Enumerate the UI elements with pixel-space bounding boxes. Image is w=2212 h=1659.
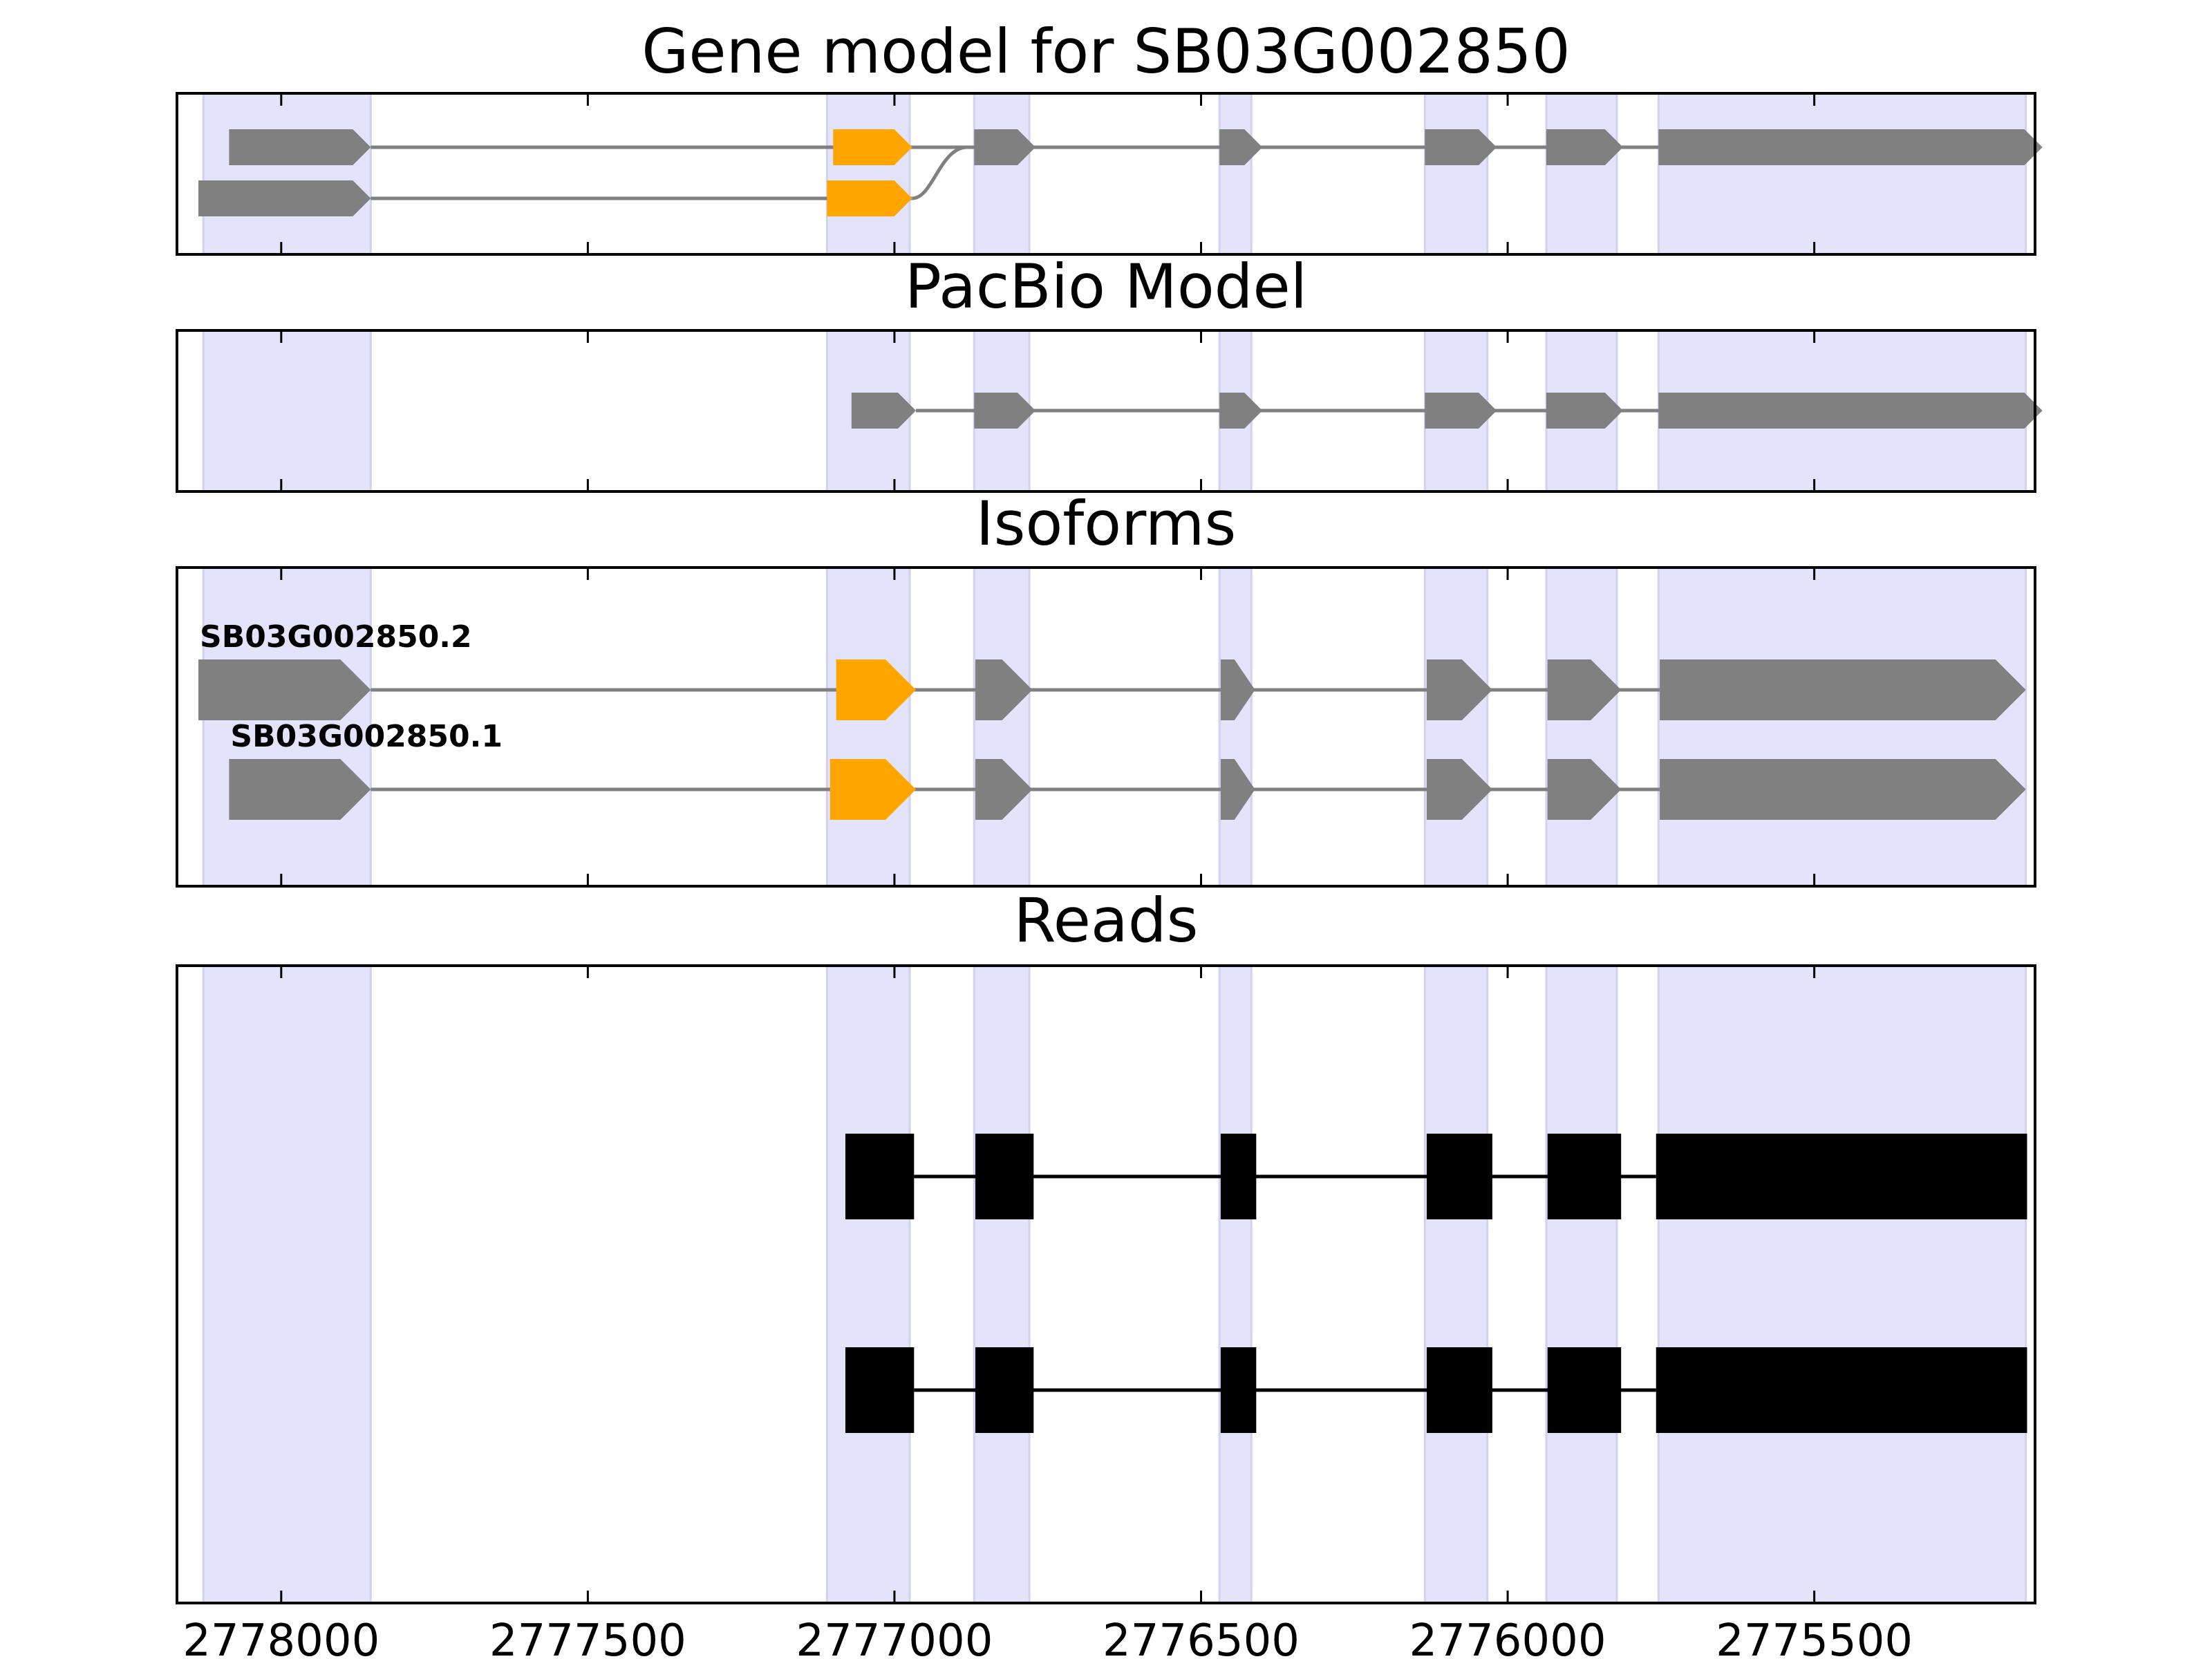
exon-highlight-band <box>1545 566 1618 888</box>
read-block <box>975 1347 1034 1433</box>
exon-arrow <box>1219 393 1263 429</box>
exon-arrow <box>1547 759 1622 820</box>
exon-highlight-band <box>973 92 1031 256</box>
exon-highlight-band <box>825 92 911 256</box>
exon-arrow <box>1425 129 1497 165</box>
read-block <box>1547 1134 1622 1219</box>
exon-highlight-band <box>1545 964 1618 1604</box>
x-tick-label: 2777500 <box>489 1615 686 1659</box>
x-axis-tick-labels: 2778000 2777500 2777000 2776500 2776000 27755… <box>182 1615 1913 1659</box>
isoform-label: SB03G002850.1 <box>230 719 503 754</box>
panel-isoforms: Isoforms SB03G002850.2 SB03G002850.1 <box>176 488 2036 888</box>
cds-start-exon <box>836 659 916 720</box>
exon-highlight-band <box>202 92 372 256</box>
pacbio-model-plot <box>176 329 2043 493</box>
isoforms-title: Isoforms <box>976 488 1237 559</box>
exon-arrow <box>1425 393 1497 429</box>
exon-arrow <box>198 180 371 216</box>
exon-arrow <box>975 659 1033 720</box>
x-tick-label: 2775500 <box>1716 1615 1913 1659</box>
exon-arrow <box>1220 659 1255 720</box>
exon-arrow <box>1546 129 1623 165</box>
exon-highlight-band <box>1218 566 1253 888</box>
panel-frame <box>176 329 2036 493</box>
panel-pacbio-model: PacBio Model <box>176 251 2043 493</box>
exon-arrow <box>974 393 1035 429</box>
read-block <box>1220 1347 1257 1433</box>
panel-frame <box>176 92 2036 256</box>
exon-arrow <box>1660 659 2026 720</box>
pacbio-model-title: PacBio Model <box>905 251 1307 322</box>
exon-arrow <box>1546 393 1623 429</box>
exon-arrow <box>1660 759 2026 820</box>
exon-highlight-band <box>1657 92 2027 256</box>
read-block <box>1656 1347 2027 1433</box>
exon-arrow <box>975 759 1033 820</box>
gene-model-title: Gene model for SB03G002850 <box>641 16 1571 87</box>
panel-reads: Reads <box>176 885 2036 1604</box>
exon-highlight-band <box>1657 566 2027 888</box>
isoform-label: SB03G002850.2 <box>200 619 472 655</box>
exon-arrow <box>1426 759 1492 820</box>
isoforms-plot: SB03G002850.2 SB03G002850.1 <box>176 566 2036 888</box>
exon-highlight-band <box>1218 964 1253 1604</box>
exon-highlight-band <box>1423 92 1489 256</box>
exon-arrow <box>1658 129 2043 165</box>
exon-arrow <box>851 393 916 429</box>
x-tick-label: 2776500 <box>1103 1615 1300 1659</box>
exon-highlight-band <box>1545 92 1618 256</box>
read-block <box>845 1134 915 1219</box>
exon-highlight-band <box>825 566 911 888</box>
exon-highlight-band <box>825 964 911 1604</box>
exon-highlight-band <box>973 566 1031 888</box>
exon-arrow <box>1219 129 1263 165</box>
exon-highlight-band <box>973 964 1031 1604</box>
exon-arrow <box>1220 759 1255 820</box>
gene-model-plot <box>176 92 2043 256</box>
cds-start-exon <box>833 129 912 165</box>
exon-arrow <box>229 759 371 820</box>
exon-arrow <box>229 129 371 165</box>
read-block <box>975 1134 1034 1219</box>
exon-highlight-band <box>1218 92 1253 256</box>
exon-arrow <box>1426 659 1492 720</box>
read-block <box>1547 1347 1622 1433</box>
panel-gene-model: Gene model for SB03G002850 <box>176 16 2043 256</box>
exon-highlight-band <box>1423 964 1489 1604</box>
panel-frame <box>176 566 2036 888</box>
exon-highlight-band <box>202 329 372 493</box>
x-tick-label: 2778000 <box>182 1615 379 1659</box>
reads-title: Reads <box>1014 885 1199 956</box>
exon-highlight-band <box>1423 566 1489 888</box>
read-block <box>1656 1134 2027 1219</box>
intron-connector <box>912 145 968 200</box>
exon-highlight-band <box>202 566 372 888</box>
exon-arrow <box>1658 393 2043 429</box>
read-block <box>1426 1134 1492 1219</box>
cds-start-exon <box>827 180 912 216</box>
x-tick-label: 2777000 <box>796 1615 993 1659</box>
read-block <box>845 1347 915 1433</box>
exon-highlight-band <box>1657 964 2027 1604</box>
exon-arrow <box>1547 659 1622 720</box>
exon-arrow <box>198 659 371 720</box>
exon-highlight-band <box>202 964 372 1604</box>
read-block <box>1426 1347 1492 1433</box>
exon-arrow <box>974 129 1035 165</box>
reads-plot <box>176 964 2036 1604</box>
read-block <box>1220 1134 1257 1219</box>
x-tick-label: 2776000 <box>1409 1615 1606 1659</box>
panel-frame <box>176 964 2036 1604</box>
cds-start-exon <box>830 759 916 820</box>
